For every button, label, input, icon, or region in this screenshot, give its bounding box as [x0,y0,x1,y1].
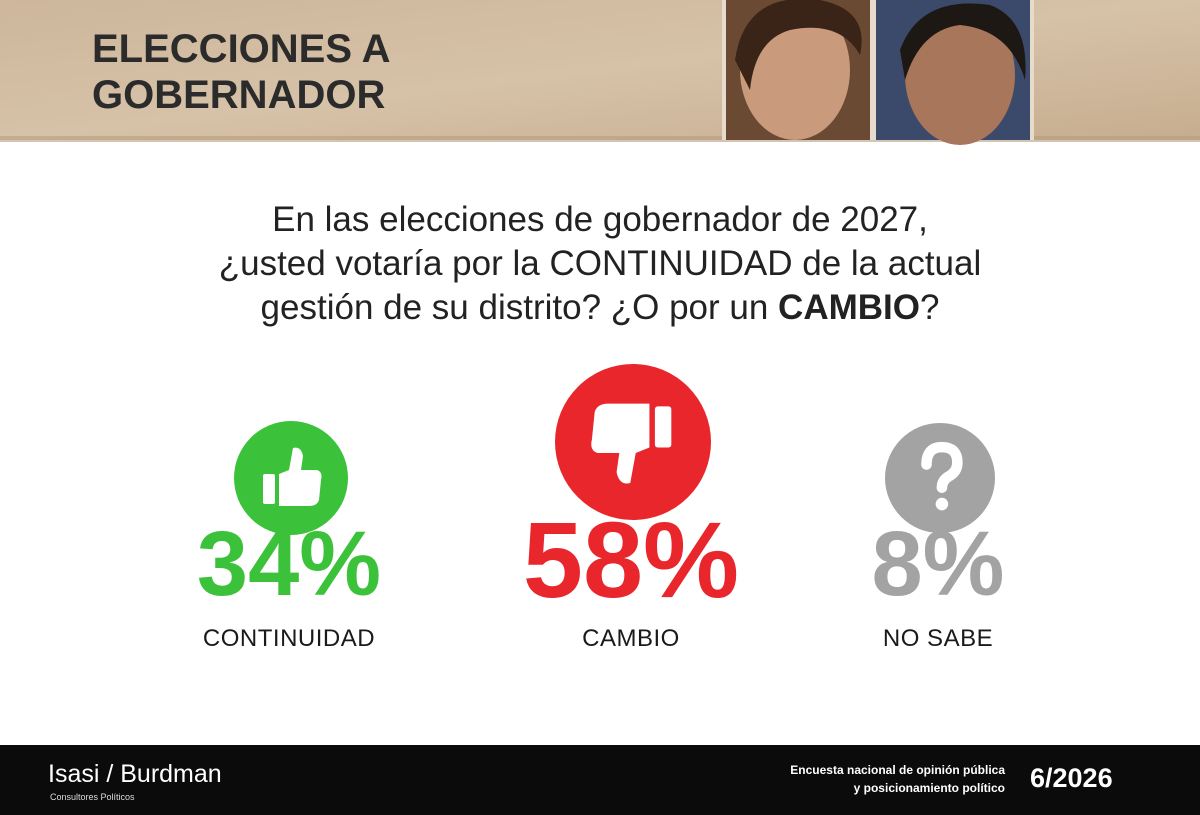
result-label: CAMBIO [582,625,680,652]
thumb-hand [279,447,322,506]
footer-date: 6/2026 [1030,763,1113,793]
results: 34% CONTINUIDAD 58% CAMBIO 8% NO SABE [197,364,1005,652]
thumb-cuff [654,406,672,448]
footer-survey: y posicionamiento político [854,781,1005,795]
result-label: CONTINUIDAD [203,625,375,652]
result-value: 8% [872,513,1005,615]
result-icon [263,447,322,506]
header-photo [722,0,1034,145]
result-icon [921,441,963,511]
question-dot [935,497,949,511]
footer-band [0,745,1200,815]
result-value: 58% [523,499,739,620]
thumb-cuff [263,474,275,504]
question-text: ? [919,288,940,327]
header-edge [0,136,1200,142]
footer-brand: Isasi / Burdman [48,760,222,788]
question-line: gestión de su distrito? ¿O por un CAMBIO… [0,286,1200,330]
footer-brand-sub: Consultores Políticos [50,792,135,802]
header-title: ELECCIONES A [92,27,391,71]
thumb-hand [591,403,650,484]
question-line: ¿usted votaría por la CONTINUIDAD de la … [218,244,982,283]
header-title: GOBERNADOR [92,73,385,117]
question-line: En las elecciones de gobernador de 2027, [272,200,928,239]
question: En las elecciones de gobernador de 2027,… [0,198,1200,330]
question-text: gestión de su distrito? ¿O por un [260,288,779,327]
thumb [591,403,672,484]
thumb [263,447,322,506]
result-value: 34% [197,513,381,615]
question-bold: CAMBIO [778,288,920,327]
question-glyph [921,441,963,493]
result-icon [591,403,672,484]
footer-survey: Encuesta nacional de opinión pública [790,763,1005,777]
result-label: NO SABE [883,625,993,652]
